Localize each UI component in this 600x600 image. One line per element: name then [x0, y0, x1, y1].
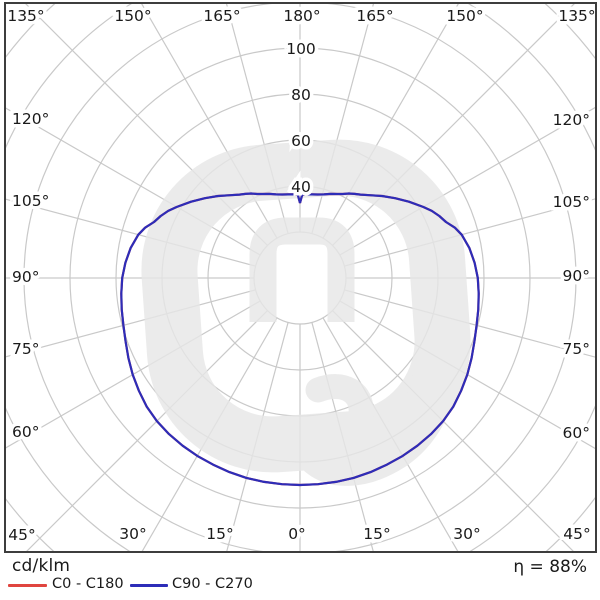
grid-spoke: [141, 317, 278, 552]
angle-tick-label: 15°: [363, 525, 390, 543]
polar-chart: 135° 150° 165° 180° 165° 150° 135° 120° 105° 90° 7…: [4, 2, 599, 553]
units-label: cd/klm: [12, 556, 71, 576]
intensity-curves: [120, 192, 480, 487]
angle-tick-label: 75°: [563, 340, 590, 358]
angle-tick-label: 90°: [12, 268, 39, 286]
angle-tick-label: 90°: [563, 267, 590, 285]
grid-spoke: [344, 198, 596, 267]
angle-tick-label: 135°: [558, 7, 595, 25]
legend-line-c90-c270-icon: [130, 584, 168, 587]
ring-value-label: 40: [291, 178, 311, 196]
angle-tick-label: 120°: [553, 111, 590, 129]
grid-spoke: [332, 310, 575, 552]
angle-tick-label: 105°: [12, 192, 49, 210]
curve-c90-c270: [120, 192, 480, 487]
efficiency-label: η = 88%: [513, 557, 587, 577]
angle-tick-label: 105°: [553, 193, 590, 211]
ring-value-label: 60: [291, 132, 311, 150]
polar-chart-svg: 135° 150° 165° 180° 165° 150° 135° 120° 105° 90° 7…: [4, 2, 599, 553]
angle-tick-label: 15°: [206, 525, 233, 543]
angle-tick-label: 150°: [114, 7, 151, 25]
grid-spoke: [339, 300, 596, 450]
grid-spoke: [322, 317, 459, 552]
angle-tick-label: 45°: [563, 525, 590, 543]
ring-value-label: 100: [286, 40, 316, 58]
angle-tick-label: 165°: [356, 7, 393, 25]
grid-spoke: [344, 289, 596, 358]
grid-spoke: [25, 310, 268, 552]
angle-tick-label: 0°: [288, 525, 306, 543]
chart-frame: [4, 2, 597, 553]
angle-tick-label: 180°: [283, 7, 320, 25]
angle-tick-label: 150°: [446, 7, 483, 25]
angle-tick-label: 60°: [12, 423, 39, 441]
angle-tick-label: 30°: [119, 525, 146, 543]
legend-label-c90-c270: C90 - C270: [172, 576, 253, 592]
angle-tick-label: 165°: [203, 7, 240, 25]
angle-tick-label: 60°: [563, 424, 590, 442]
legend-line-c0-c180-icon: [8, 584, 47, 587]
watermark-logo-icon: [141, 139, 471, 486]
grid-spoke: [225, 322, 289, 552]
angle-tick-label: 75°: [12, 340, 39, 358]
ring-value-label: 80: [291, 86, 311, 104]
axis-labels: 135° 150° 165° 180° 165° 150° 135° 120° 105° 90° 7…: [4, 4, 599, 548]
polar-grid: [5, 3, 596, 552]
angle-tick-label: 45°: [8, 526, 35, 544]
angle-tick-label: 135°: [7, 7, 44, 25]
grid-spoke: [5, 300, 261, 450]
angle-tick-label: 30°: [453, 525, 480, 543]
angle-tick-label: 120°: [12, 110, 49, 128]
legend-label-c0-c180: C0 - C180: [52, 576, 124, 592]
